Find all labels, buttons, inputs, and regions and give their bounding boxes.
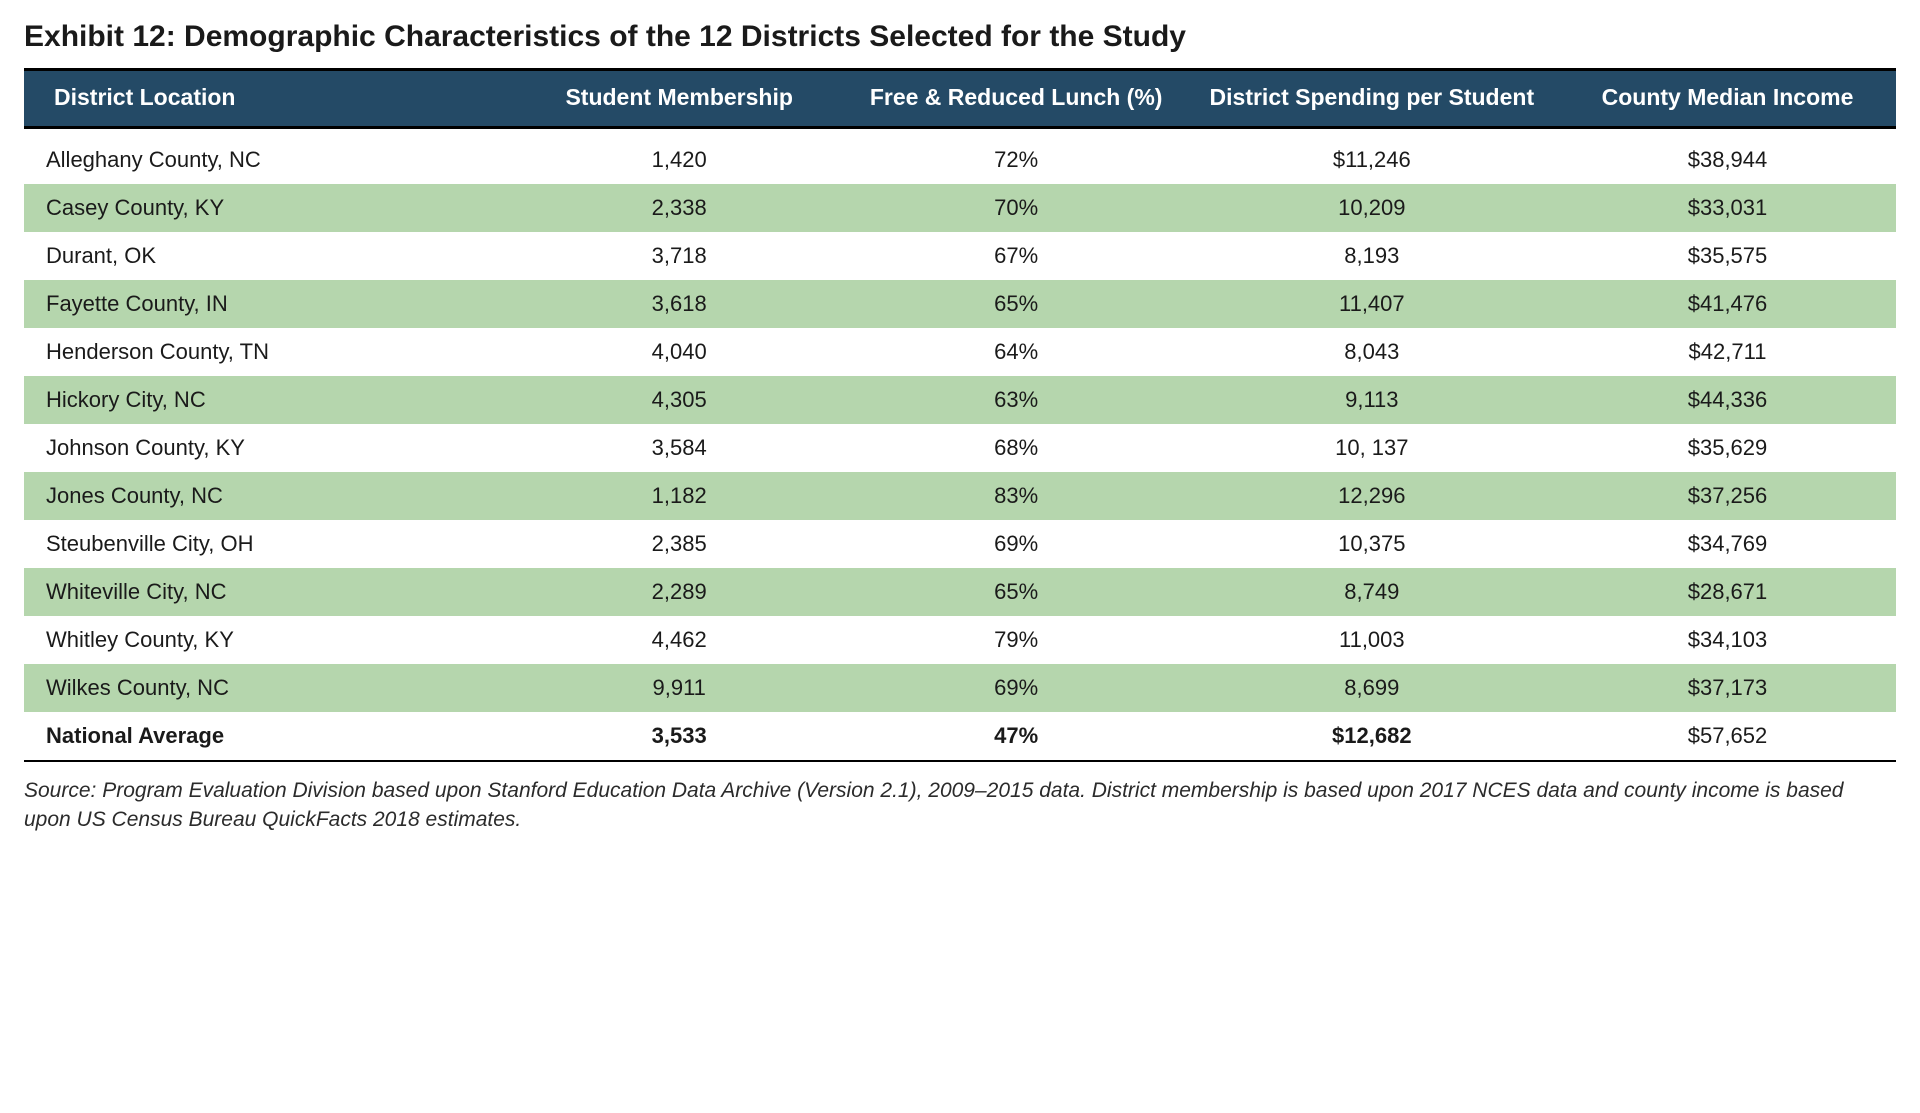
table-cell: Jones County, NC	[24, 472, 511, 520]
table-row: Casey County, KY2,33870%10,209$33,031	[24, 184, 1896, 232]
source-note: Source: Program Evaluation Division base…	[24, 776, 1896, 835]
table-cell: $34,103	[1559, 616, 1896, 664]
table-cell: 69%	[848, 520, 1185, 568]
table-cell: Wilkes County, NC	[24, 664, 511, 712]
col-header-membership: Student Membership	[511, 70, 848, 128]
table-cell: Hickory City, NC	[24, 376, 511, 424]
table-cell: 8,749	[1185, 568, 1559, 616]
table-header-row: District Location Student Membership Fre…	[24, 70, 1896, 128]
table-cell: 83%	[848, 472, 1185, 520]
table-cell: 4,040	[511, 328, 848, 376]
table-row: Henderson County, TN4,04064%8,043$42,711	[24, 328, 1896, 376]
table-cell: Casey County, KY	[24, 184, 511, 232]
table-cell: 12,296	[1185, 472, 1559, 520]
table-cell: $44,336	[1559, 376, 1896, 424]
table-cell: 68%	[848, 424, 1185, 472]
table-cell: Henderson County, TN	[24, 328, 511, 376]
table-cell: 10, 137	[1185, 424, 1559, 472]
table-cell: 69%	[848, 664, 1185, 712]
table-cell: Steubenville City, OH	[24, 520, 511, 568]
table-cell: 3,718	[511, 232, 848, 280]
table-row: Alleghany County, NC1,42072%$11,246$38,9…	[24, 127, 1896, 184]
col-header-spending: District Spending per Student	[1185, 70, 1559, 128]
table-cell: $35,629	[1559, 424, 1896, 472]
table-cell: $12,682	[1185, 712, 1559, 761]
table-cell: Whitley County, KY	[24, 616, 511, 664]
table-cell: National Average	[24, 712, 511, 761]
table-cell: Whiteville City, NC	[24, 568, 511, 616]
col-header-income: County Median Income	[1559, 70, 1896, 128]
table-row: Whitley County, KY4,46279%11,003$34,103	[24, 616, 1896, 664]
demographics-table: District Location Student Membership Fre…	[24, 68, 1896, 762]
table-row: Johnson County, KY3,58468%10, 137$35,629	[24, 424, 1896, 472]
table-cell: $33,031	[1559, 184, 1896, 232]
table-cell: 1,420	[511, 127, 848, 184]
table-row: Jones County, NC1,18283%12,296$37,256	[24, 472, 1896, 520]
table-cell: Fayette County, IN	[24, 280, 511, 328]
table-cell: 11,003	[1185, 616, 1559, 664]
table-cell: 3,618	[511, 280, 848, 328]
table-cell: 4,462	[511, 616, 848, 664]
table-cell: 3,584	[511, 424, 848, 472]
col-header-lunch: Free & Reduced Lunch (%)	[848, 70, 1185, 128]
table-cell: 9,113	[1185, 376, 1559, 424]
table-cell: 8,043	[1185, 328, 1559, 376]
national-average-row: National Average3,53347%$12,682$57,652	[24, 712, 1896, 761]
table-cell: 47%	[848, 712, 1185, 761]
table-cell: $38,944	[1559, 127, 1896, 184]
table-cell: Durant, OK	[24, 232, 511, 280]
table-cell: $41,476	[1559, 280, 1896, 328]
table-cell: 11,407	[1185, 280, 1559, 328]
table-cell: $35,575	[1559, 232, 1896, 280]
table-cell: 9,911	[511, 664, 848, 712]
table-cell: 10,375	[1185, 520, 1559, 568]
table-cell: 79%	[848, 616, 1185, 664]
table-cell: 1,182	[511, 472, 848, 520]
table-cell: 8,193	[1185, 232, 1559, 280]
table-cell: 2,385	[511, 520, 848, 568]
table-cell: $37,173	[1559, 664, 1896, 712]
table-cell: 8,699	[1185, 664, 1559, 712]
table-row: Wilkes County, NC9,91169%8,699$37,173	[24, 664, 1896, 712]
table-row: Fayette County, IN3,61865%11,407$41,476	[24, 280, 1896, 328]
table-cell: 70%	[848, 184, 1185, 232]
table-cell: 67%	[848, 232, 1185, 280]
col-header-location: District Location	[24, 70, 511, 128]
table-cell: $11,246	[1185, 127, 1559, 184]
table-row: Whiteville City, NC2,28965%8,749$28,671	[24, 568, 1896, 616]
table-cell: 65%	[848, 280, 1185, 328]
table-cell: 2,338	[511, 184, 848, 232]
exhibit-title: Exhibit 12: Demographic Characteristics …	[24, 20, 1896, 54]
table-cell: 3,533	[511, 712, 848, 761]
table-cell: 2,289	[511, 568, 848, 616]
table-cell: $34,769	[1559, 520, 1896, 568]
table-cell: 65%	[848, 568, 1185, 616]
table-cell: $57,652	[1559, 712, 1896, 761]
table-row: Steubenville City, OH2,38569%10,375$34,7…	[24, 520, 1896, 568]
table-cell: Johnson County, KY	[24, 424, 511, 472]
table-cell: 63%	[848, 376, 1185, 424]
table-cell: 10,209	[1185, 184, 1559, 232]
table-cell: $42,711	[1559, 328, 1896, 376]
table-cell: $37,256	[1559, 472, 1896, 520]
table-cell: 64%	[848, 328, 1185, 376]
table-cell: 4,305	[511, 376, 848, 424]
table-cell: 72%	[848, 127, 1185, 184]
table-cell: Alleghany County, NC	[24, 127, 511, 184]
table-row: Durant, OK3,71867%8,193$35,575	[24, 232, 1896, 280]
table-cell: $28,671	[1559, 568, 1896, 616]
table-row: Hickory City, NC4,30563%9,113$44,336	[24, 376, 1896, 424]
